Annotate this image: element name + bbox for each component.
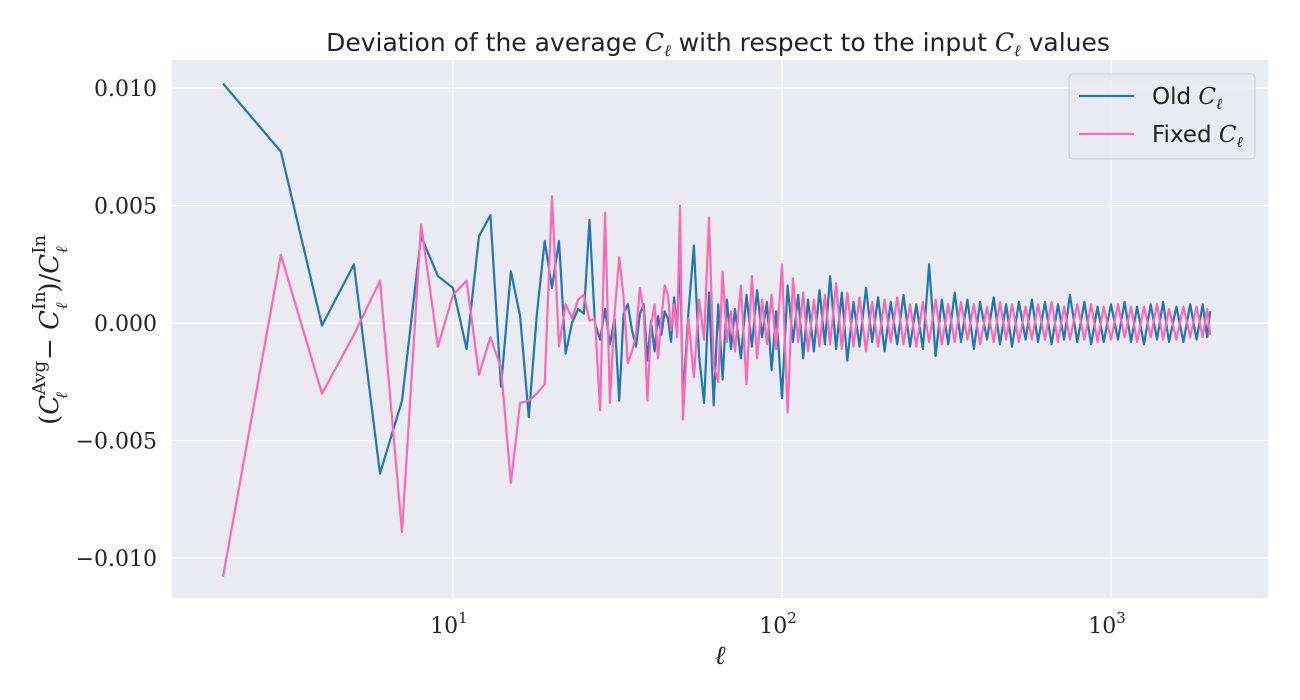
series-lines	[221, 82, 1212, 578]
legend-text-fixed: Fixed	[1152, 122, 1219, 148]
ylabel-in2: In	[29, 235, 50, 254]
x-tick-label-1: 102	[759, 609, 797, 639]
legend-c-old: C	[1198, 84, 1216, 110]
ylabel-c3: C	[35, 254, 65, 274]
title-c-2: C	[995, 28, 1014, 57]
x-axis-label: ℓ	[715, 641, 726, 671]
y-tick-label-1: 0.005	[94, 195, 157, 220]
y-tick-label-2: 0.000	[94, 312, 157, 337]
series-line-1	[221, 195, 1212, 578]
y-tick-label-4: −0.010	[76, 547, 157, 572]
y-axis-label: (CAvgℓ − CIn ℓ)/CIn ℓ	[29, 235, 71, 425]
title-ell-2: ℓ	[1014, 41, 1021, 60]
x-tick-labels: 101 102 103	[430, 609, 1126, 639]
ylabel-open: (	[35, 415, 65, 425]
ylabel-avg: Avg	[29, 361, 50, 396]
ylabel-div: )/	[35, 273, 65, 292]
title-c-1: C	[645, 28, 664, 57]
x-tick-label-0: 101	[430, 609, 468, 639]
legend-label-fixed: Fixed Cℓ	[1152, 122, 1243, 151]
ylabel-ell3: ℓ	[52, 246, 71, 253]
legend-c-fixed: C	[1219, 122, 1237, 148]
ylabel-ell1: ℓ	[52, 392, 71, 399]
title-part-3: values	[1021, 28, 1110, 57]
y-tick-label-3: −0.005	[76, 430, 157, 455]
grid	[172, 60, 1268, 598]
ylabel-c2: C	[35, 310, 65, 330]
legend-ell-fixed: ℓ	[1237, 133, 1243, 151]
ylabel-minus: −	[35, 330, 65, 368]
y-tick-label-0: 0.010	[94, 77, 157, 102]
legend-text-old: Old	[1152, 84, 1198, 110]
ylabel-ell2: ℓ	[52, 302, 71, 309]
x-tick-label-2: 103	[1088, 609, 1126, 639]
title-part-1: Deviation of the average	[326, 28, 645, 57]
y-tick-labels: 0.010 0.005 0.000 −0.005 −0.010	[76, 77, 157, 572]
title-ell-1: ℓ	[664, 41, 671, 60]
legend-label-old: Old Cℓ	[1152, 84, 1222, 113]
legend-ell-old: ℓ	[1216, 95, 1222, 113]
ylabel-c1: C	[35, 395, 65, 415]
chart-title: Deviation of the average Cℓ with respect…	[326, 28, 1110, 60]
legend: Old Cℓ Fixed Cℓ	[1068, 73, 1256, 160]
ylabel-in1: In	[29, 291, 50, 310]
title-part-2: with respect to the input	[671, 28, 995, 57]
